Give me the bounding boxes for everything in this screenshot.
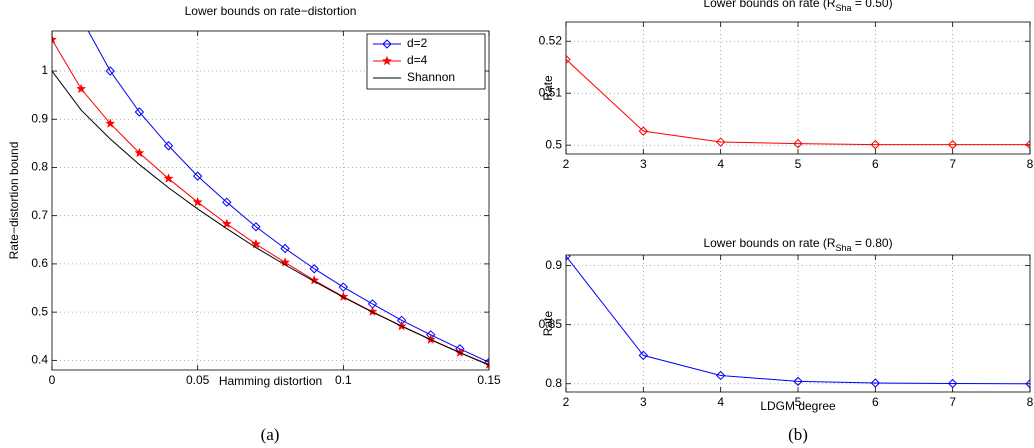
data-point: [163, 141, 174, 151]
data-point: [251, 222, 261, 232]
y-tick-label: 0.8: [545, 376, 562, 390]
x-tick-label: 8: [1027, 157, 1034, 171]
y-tick-label: 0.52: [539, 33, 563, 47]
data-point: [105, 66, 115, 76]
y-tick-label: 0.5: [31, 304, 48, 318]
data-point: [134, 147, 145, 158]
y-tick-label: 0.85: [539, 317, 563, 331]
data-point: [638, 350, 649, 361]
data-point: [793, 376, 803, 387]
data-point: [52, 34, 58, 44]
x-tick-label: 4: [717, 157, 724, 171]
data-point: [192, 196, 203, 207]
series-line: [52, 70, 489, 366]
data-point: [566, 54, 571, 65]
caption: (b): [788, 425, 808, 444]
data-point: [192, 171, 203, 181]
title-part: Sha: [836, 3, 852, 13]
y-tick-label: 0.7: [31, 208, 48, 222]
x-tick-label: 3: [640, 157, 647, 171]
x-tick-label: 0: [49, 373, 56, 387]
x-axis-label: LDGM degree: [760, 399, 836, 413]
x-tick-label: 5: [795, 395, 802, 409]
y-tick-label: 0.6: [31, 256, 48, 270]
x-tick-label: 5: [795, 157, 802, 171]
plot-frame: [565, 21, 1031, 155]
data-point: [222, 197, 232, 207]
x-tick-label: 0.15: [477, 373, 501, 387]
data-point: [870, 378, 881, 388]
chart-title: Lower bounds on rate−distortion: [185, 4, 357, 18]
plot-area: [566, 54, 1030, 150]
data-point: [715, 137, 726, 147]
data-point: [163, 173, 174, 183]
caption: (a): [261, 425, 280, 444]
data-point: [338, 282, 349, 292]
data-point: [947, 378, 958, 389]
data-point: [76, 83, 87, 94]
title-part: = 0.80): [852, 236, 893, 250]
x-tick-label: 4: [717, 395, 724, 409]
data-point: [134, 107, 145, 117]
y-axis-label: Rate: [541, 75, 555, 101]
legend-label: d=2: [407, 36, 428, 50]
x-tick-label: 0.1: [335, 373, 352, 387]
data-point: [250, 238, 262, 249]
x-tick-label: 0.05: [186, 373, 210, 387]
y-tick-label: 0.8: [31, 160, 48, 174]
y-axis-label: Rate−distortion bound: [7, 142, 21, 260]
data-point: [309, 264, 319, 274]
x-tick-label: 2: [563, 395, 570, 409]
title-part: Lower bounds on rate (R: [703, 0, 835, 10]
series-line: [87, 31, 489, 363]
y-tick-label: 0.5: [545, 137, 562, 151]
data-point: [77, 14, 85, 22]
y-axis-label: Rate: [541, 311, 555, 337]
x-tick-label: 6: [872, 157, 879, 171]
y-tick-label: 1: [41, 63, 48, 77]
plot-frame: [51, 30, 490, 371]
plot-area: [566, 255, 1030, 389]
y-tick-label: 0.9: [31, 111, 48, 125]
title-part: Lower bounds on rate (R: [703, 236, 835, 250]
plot-frame: [565, 254, 1031, 393]
plot-area: [52, 14, 489, 370]
x-tick-label: 7: [949, 157, 956, 171]
x-tick-label: 2: [563, 157, 570, 171]
data-point: [280, 243, 290, 254]
legend-label: Shannon: [407, 70, 455, 84]
x-tick-label: 3: [640, 395, 647, 409]
series-line: [566, 255, 1030, 385]
data-point: [484, 357, 489, 367]
x-tick-label: 7: [949, 395, 956, 409]
data-point: [638, 126, 649, 136]
y-tick-label: 0.51: [539, 85, 563, 99]
data-point: [715, 370, 726, 381]
data-point: [1025, 139, 1030, 150]
data-point: [947, 139, 958, 150]
data-point: [870, 139, 881, 150]
data-point: [793, 138, 803, 149]
y-tick-label: 0.4: [31, 353, 48, 367]
x-tick-label: 6: [872, 395, 879, 409]
x-tick-label: 8: [1027, 395, 1034, 409]
data-point: [221, 218, 232, 229]
chart-title: Lower bounds on rate (RSha = 0.50): [703, 0, 892, 13]
data-point: [1025, 379, 1030, 389]
data-point: [105, 118, 116, 128]
title-part: = 0.50): [852, 0, 893, 10]
legend-marker: [381, 55, 393, 66]
chart-title: Lower bounds on rate (RSha = 0.80): [703, 236, 892, 253]
legend-marker: [382, 39, 392, 49]
y-tick-label: 0.9: [545, 258, 562, 272]
title-part: Sha: [836, 243, 852, 253]
x-axis-label: Hamming distortion: [219, 374, 322, 388]
series-line: [566, 59, 1030, 146]
legend-label: d=4: [407, 53, 428, 67]
